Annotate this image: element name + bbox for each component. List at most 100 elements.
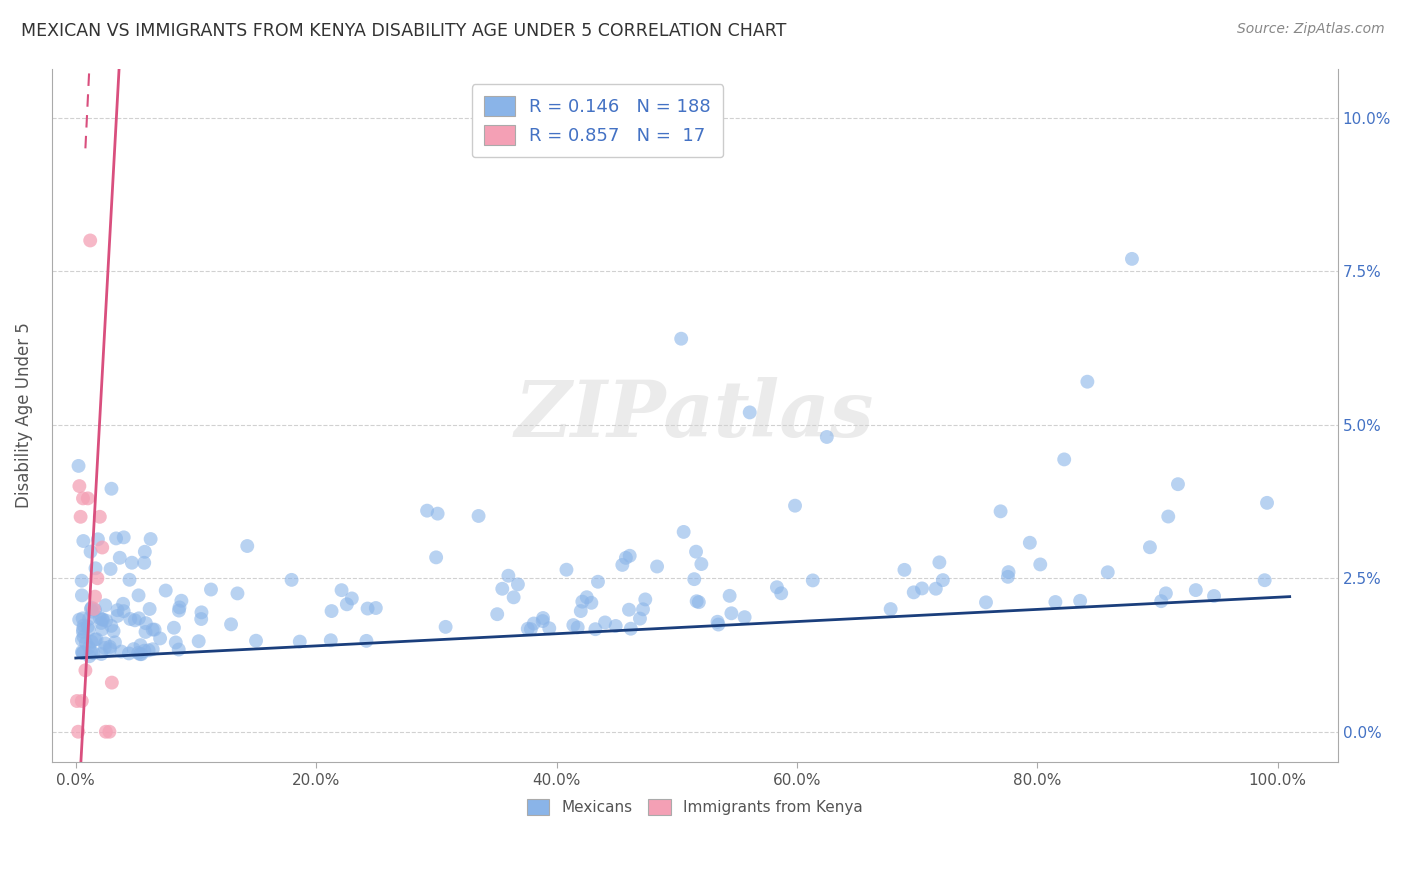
- Point: [94, 636, 117, 650]
- Point: [77, 612, 100, 626]
- Point: [226, 586, 249, 600]
- Point: [434, 620, 457, 634]
- Point: [70, 588, 93, 602]
- Point: [91, 541, 114, 555]
- Point: [720, 607, 742, 621]
- Point: [98, 724, 121, 739]
- Point: [91, 612, 114, 626]
- Point: [219, 617, 242, 632]
- Point: [167, 642, 190, 657]
- Point: [538, 621, 561, 635]
- Point: [86, 571, 108, 585]
- Text: Source: ZipAtlas.com: Source: ZipAtlas.com: [1237, 22, 1385, 37]
- Point: [142, 642, 165, 657]
- Point: [67, 724, 90, 739]
- Point: [129, 647, 152, 661]
- Point: [79, 649, 101, 664]
- Point: [187, 634, 209, 648]
- Legend: Mexicans, Immigrants from Kenya: Mexicans, Immigrants from Kenya: [517, 790, 872, 824]
- Point: [319, 633, 342, 648]
- Point: [356, 601, 378, 615]
- Point: [90, 623, 112, 637]
- Point: [718, 589, 741, 603]
- Point: [669, 332, 692, 346]
- Point: [706, 615, 728, 629]
- Point: [100, 482, 122, 496]
- Point: [121, 556, 143, 570]
- Point: [628, 611, 651, 625]
- Point: [80, 634, 103, 648]
- Point: [72, 646, 94, 660]
- Point: [134, 556, 156, 570]
- Point: [190, 612, 212, 626]
- Point: [86, 632, 108, 647]
- Point: [190, 606, 212, 620]
- Point: [128, 588, 150, 602]
- Point: [506, 577, 529, 591]
- Point: [1167, 477, 1189, 491]
- Point: [100, 619, 122, 633]
- Point: [67, 458, 90, 473]
- Point: [84, 632, 107, 647]
- Point: [1253, 573, 1275, 587]
- Point: [87, 533, 110, 547]
- Point: [105, 532, 128, 546]
- Point: [583, 622, 606, 636]
- Point: [112, 530, 135, 544]
- Point: [1185, 583, 1208, 598]
- Point: [770, 586, 793, 600]
- Point: [416, 503, 439, 517]
- Point: [90, 647, 112, 661]
- Point: [562, 618, 585, 632]
- Point: [69, 509, 91, 524]
- Point: [72, 646, 94, 660]
- Point: [101, 675, 124, 690]
- Point: [82, 605, 104, 619]
- Point: [124, 613, 146, 627]
- Point: [112, 604, 135, 618]
- Point: [688, 595, 710, 609]
- Point: [321, 604, 343, 618]
- Point: [77, 623, 100, 637]
- Point: [1018, 535, 1040, 549]
- Point: [200, 582, 222, 597]
- Point: [801, 574, 824, 588]
- Text: ZIPatlas: ZIPatlas: [515, 377, 875, 454]
- Point: [911, 582, 934, 596]
- Point: [1076, 375, 1098, 389]
- Point: [118, 573, 141, 587]
- Point: [236, 539, 259, 553]
- Point: [112, 597, 135, 611]
- Point: [72, 622, 94, 636]
- Point: [879, 602, 901, 616]
- Point: [614, 550, 637, 565]
- Point: [502, 591, 524, 605]
- Point: [928, 555, 950, 569]
- Point: [683, 572, 706, 586]
- Point: [128, 611, 150, 625]
- Point: [467, 508, 489, 523]
- Point: [1053, 452, 1076, 467]
- Point: [75, 663, 97, 677]
- Point: [138, 643, 160, 657]
- Point: [134, 545, 156, 559]
- Point: [974, 595, 997, 609]
- Point: [82, 646, 104, 660]
- Point: [425, 550, 447, 565]
- Point: [631, 602, 654, 616]
- Point: [1121, 252, 1143, 266]
- Point: [1256, 496, 1278, 510]
- Point: [634, 592, 657, 607]
- Point: [356, 633, 378, 648]
- Y-axis label: Disability Age Under 5: Disability Age Under 5: [15, 323, 32, 508]
- Point: [766, 580, 789, 594]
- Point: [142, 623, 165, 637]
- Point: [903, 585, 925, 599]
- Point: [84, 590, 107, 604]
- Point: [98, 642, 121, 657]
- Point: [734, 610, 756, 624]
- Point: [91, 613, 114, 627]
- Point: [893, 563, 915, 577]
- Point: [72, 618, 94, 632]
- Point: [122, 642, 145, 657]
